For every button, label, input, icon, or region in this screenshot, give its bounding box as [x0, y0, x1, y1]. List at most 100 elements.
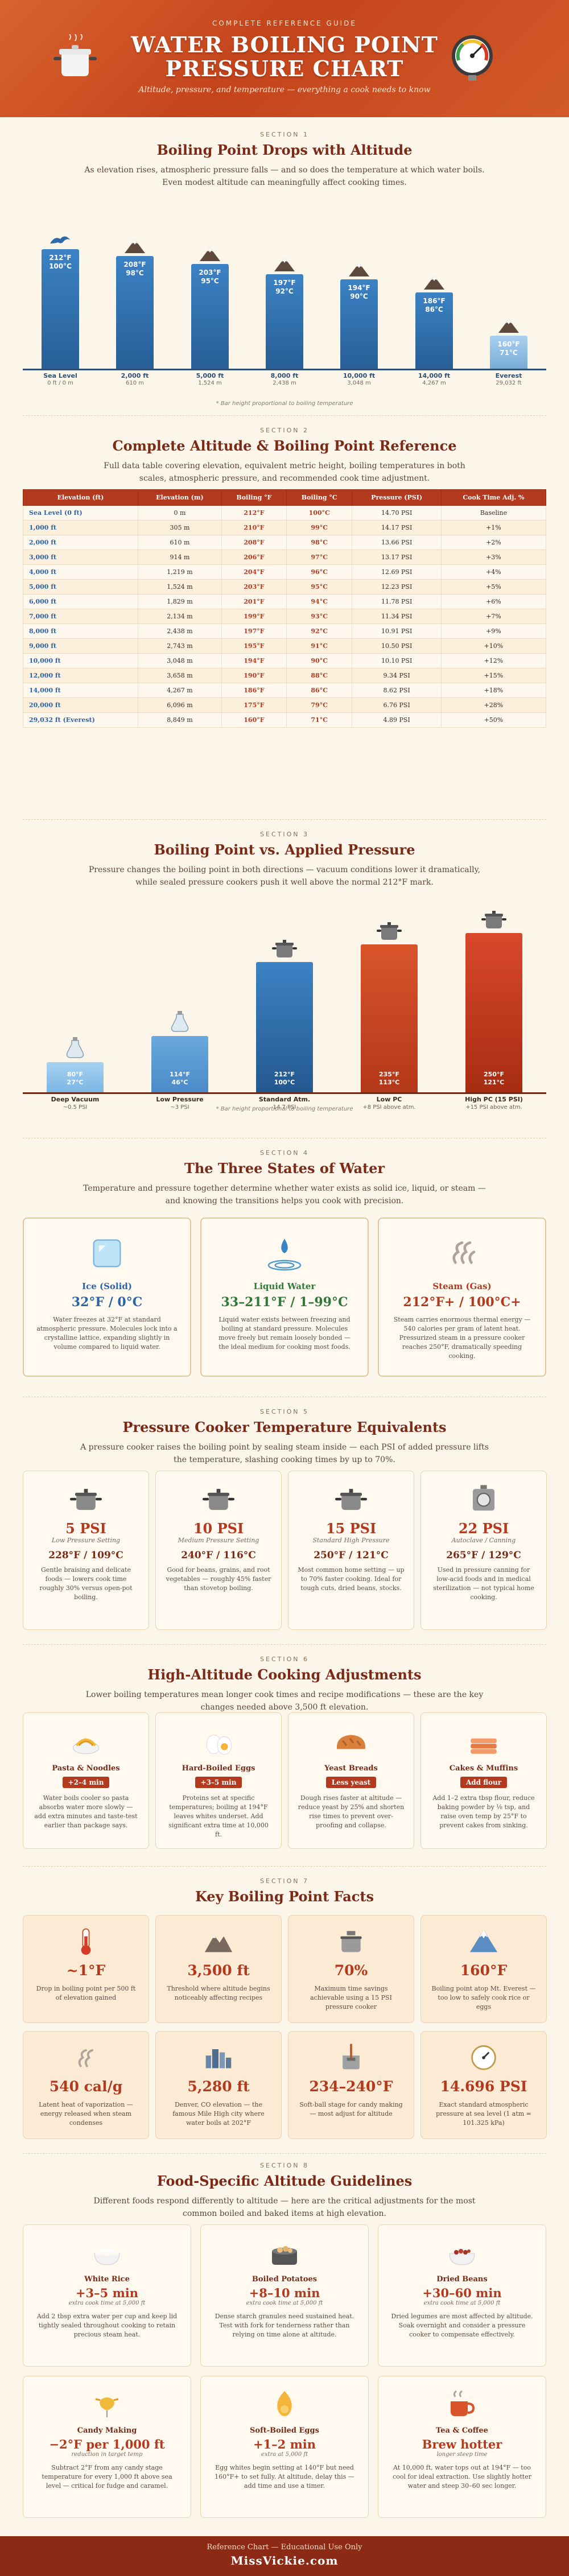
bar-fahrenheit-label: 197°F — [273, 278, 296, 287]
teapot-icon — [451, 2390, 475, 2416]
mountain-icon — [349, 262, 369, 276]
altitude-bar-group: 186°F 86°C 14,000 ft 4,267 m — [415, 210, 453, 398]
bar-altitude-sub: 4,267 m — [422, 380, 446, 386]
table-header-cell: Cook Time Adj. % — [440, 489, 547, 506]
table-cell: 8.62 PSI — [352, 683, 442, 698]
table-cell: 9.34 PSI — [352, 668, 442, 683]
table-cell: +2% — [440, 535, 547, 550]
fact-value: 234–240°F — [309, 2078, 393, 2095]
table-cell: 1,219 m — [138, 564, 222, 580]
pressure-bar: 212°F 100°C — [256, 961, 313, 1092]
table-cell: +10% — [440, 638, 547, 654]
altitude-bar: 194°F 90°C — [340, 279, 378, 369]
table-cell: 4,267 m — [138, 683, 222, 698]
bar-celsius-label: 95°C — [201, 277, 219, 286]
table-cell: 4,000 ft — [22, 564, 139, 580]
chart-baseline — [23, 369, 546, 370]
pressure-bar-label: Deep Vacuum ~0.5 PSI — [35, 1096, 115, 1112]
mountain-icon — [200, 247, 220, 262]
section-number: SECTION 2 — [260, 427, 309, 434]
bar-celsius-label: 113°C — [378, 1079, 400, 1086]
bar-celsius-label: 98°C — [126, 269, 144, 277]
bar-fahrenheit-label: 186°F — [423, 296, 446, 305]
pressure-cooker-card: 22 PSI Autoclave / Canning 265°F / 129°C Us… — [420, 1471, 547, 1630]
section-subtitle: Different foods respond differently to a… — [93, 2197, 476, 2218]
pressure-label-name: Standard Atm. — [258, 1096, 311, 1103]
bar-celsius-label: 100°C — [49, 262, 72, 270]
table-cell: 210°F — [221, 520, 287, 535]
footer-site-link[interactable]: MissVickie.com — [230, 2554, 339, 2567]
food-adjustment: Brew hotter — [422, 2437, 502, 2451]
table-cell: 6.76 PSI — [352, 697, 442, 713]
section-title: Complete Altitude & Boiling Point Refere… — [112, 437, 457, 454]
table-cell: 6,000 ft — [22, 594, 139, 609]
table-cell: 1,000 ft — [22, 520, 139, 535]
fact-card: 3,500 ft Threshold where altitude begins … — [155, 1915, 282, 2023]
fact-card: 5,280 ft Denver, CO elevation — the famou… — [155, 2031, 282, 2139]
bar-altitude-label: 8,000 ft — [270, 372, 299, 379]
table-cell: 98°C — [286, 535, 353, 550]
bar-altitude-label: 5,000 ft — [196, 372, 224, 379]
section-subtitle: As elevation rises, atmospheric pressure… — [84, 166, 485, 187]
badge-wrap: +3–5 min — [156, 1776, 281, 1788]
section-title: Pressure Cooker Temperature Equivalents — [122, 1419, 447, 1435]
section-title: High-Altitude Cooking Adjustments — [147, 1666, 422, 1683]
table-row: 6,000 ft 1,829 m 201°F 94°C 11.78 PSI +6% — [22, 594, 547, 609]
table-cell: 95°C — [286, 579, 353, 595]
table-cell: 208°F — [221, 535, 287, 550]
bar-fahrenheit-label: 80°F — [67, 1070, 84, 1078]
pressure-bar-chart: 80°F 27°C Deep Vacuum ~0.5 PSI 114°F 46°C Low … — [23, 905, 546, 1126]
steam-icon — [78, 2049, 93, 2067]
bar-altitude-sub: 2,438 m — [273, 380, 296, 386]
altitude-bar-group: 194°F 90°C 10,000 ft 3,048 m — [340, 210, 378, 398]
table-cell: +6% — [440, 594, 547, 609]
pressure-description: Good for beans, grains, and root vegetab… — [166, 1566, 271, 1592]
fact-card: 540 cal/g Latent heat of vaporization — e… — [23, 2031, 149, 2139]
table-cell: 1,829 m — [138, 594, 222, 609]
table-row: Sea Level (0 ft) 0 m 212°F 100°C 14.70 PSI Ba… — [22, 505, 547, 521]
bar-celsius-label: 46°C — [171, 1078, 188, 1086]
table-header-cell: Elevation (ft) — [22, 489, 139, 506]
state-card: Steam (Gas) 212°F+ / 100°C+ Steam carries … — [378, 1217, 546, 1377]
pressure-label-sub: 14.7 PSI — [273, 1104, 296, 1111]
pressure-temperature: 250°F / 121°C — [314, 1550, 389, 1561]
section-adjustments: SECTION 6 High-Altitude Cooking Adjustme… — [0, 1656, 569, 1860]
table-cell: 9,000 ft — [22, 638, 139, 654]
food-name: Hard-Boiled Eggs — [182, 1764, 255, 1773]
chart-footnote: * Bar height proportional to boiling tem… — [216, 1106, 353, 1112]
section-altitude: SECTION 1 Boiling Point Drops with Altit… — [0, 131, 569, 407]
pot-icon — [481, 911, 506, 928]
table-row: 8,000 ft 2,438 m 197°F 92°C 10.91 PSI +9% — [22, 624, 547, 639]
footer-note: Reference Chart — Educational Use Only — [207, 2543, 362, 2552]
fact-card: ~1°F Drop in boiling point per 500 ft of … — [23, 1915, 149, 2023]
table-cell: 610 m — [138, 535, 222, 550]
table-cell: 8,000 ft — [22, 624, 139, 639]
pot-potatoes-icon — [272, 2246, 297, 2265]
section-subtitle: A pressure cooker raises the boiling poi… — [80, 1443, 489, 1464]
table-cell: 20,000 ft — [22, 697, 139, 713]
table-row: 1,000 ft 305 m 210°F 99°C 14.17 PSI +1% — [22, 520, 547, 535]
bar-fahrenheit-label: 212°F — [274, 1070, 295, 1078]
fact-description: Boiling point atop Mt. Everest — too low… — [431, 1985, 536, 2011]
adjustment-description: Water boils cooler so pasta absorbs wate… — [34, 1794, 138, 1829]
state-name: Steam (Gas) — [432, 1281, 492, 1291]
food-guideline-card: White Rice +3–5 min extra cook time at 5,0… — [23, 2224, 191, 2367]
bar-altitude-sub: 29,032 ft — [496, 380, 522, 386]
altitude-bar: 208°F 98°C — [116, 255, 154, 369]
state-card: Liquid Water 33–211°F / 1–99°C Liquid wate… — [200, 1217, 369, 1377]
table-cell: 2,000 ft — [22, 535, 139, 550]
table-cell: +50% — [440, 712, 547, 728]
cooking-pot-icon — [53, 34, 97, 76]
section-facts: SECTION 7 Key Boiling Point Facts ~1°F Dr… — [0, 1877, 569, 2145]
altitude-bar: 160°F 71°C — [490, 335, 527, 369]
header-tagline: Altitude, pressure, and temperature — ev… — [138, 85, 431, 94]
table-cell: +15% — [440, 668, 547, 683]
fact-description: Exact standard atmospheric pressure at s… — [436, 2101, 531, 2127]
altitude-bar-group: 203°F 95°C 5,000 ft 1,524 m — [191, 210, 229, 398]
section-number: SECTION 1 — [260, 131, 309, 138]
section-states: SECTION 4 The Three States of Water Temp… — [0, 1149, 569, 1388]
bar-altitude-sub: 0 ft / 0 m — [47, 380, 73, 386]
fact-description: Maximum time savings achievable using a … — [310, 1985, 392, 2011]
food-description: Egg whites begin setting at 140°F but ne… — [215, 2464, 354, 2490]
food-adjustment: +3–5 min — [75, 2286, 139, 2300]
